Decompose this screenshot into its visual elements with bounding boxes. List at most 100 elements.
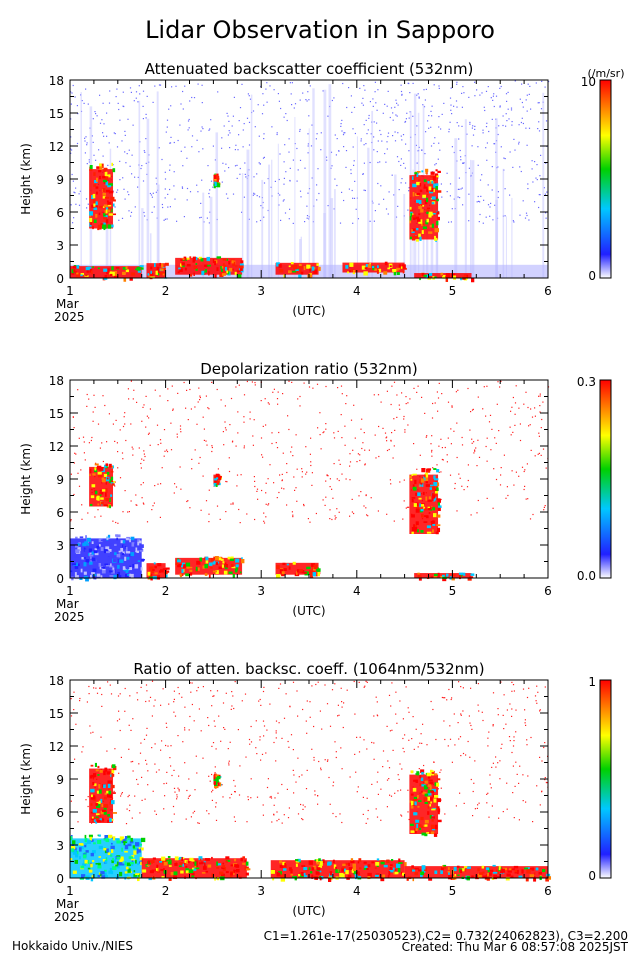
data-layer bbox=[409, 769, 442, 837]
chart-panel-2: Depolarization ratio (532nm)1 2 3 4 5 6Mar202… bbox=[19, 360, 612, 624]
chart-panel-3: Ratio of atten. backsc. coeff. (1064nm/5… bbox=[19, 660, 612, 924]
data-layer bbox=[270, 858, 407, 882]
y-axis-title: Height (km) bbox=[19, 143, 33, 214]
x-year-label: 2025 bbox=[54, 610, 85, 624]
y-tick-label: 6 bbox=[56, 206, 64, 220]
y-axis-title: Height (km) bbox=[19, 743, 33, 814]
x-axis-title: (UTC) bbox=[292, 604, 325, 618]
chart-title: Attenuated backscatter coefficient (532n… bbox=[145, 60, 474, 78]
y-tick-label: 12 bbox=[49, 440, 64, 454]
y-tick-label: 0 bbox=[56, 872, 64, 886]
y-tick-label: 15 bbox=[49, 107, 64, 121]
x-tick-label: 2 bbox=[162, 884, 170, 898]
plot-area bbox=[70, 680, 548, 878]
y-tick-label: 9 bbox=[56, 773, 64, 787]
y-tick-label: 18 bbox=[49, 374, 64, 388]
y-tick-label: 15 bbox=[49, 407, 64, 421]
x-tick-label: 4 bbox=[353, 884, 361, 898]
colorbar-unit-label: (/m/sr) bbox=[588, 67, 625, 80]
data-layer bbox=[342, 261, 407, 276]
x-tick-label: 4 bbox=[353, 284, 361, 298]
x-tick-label: 1 bbox=[66, 584, 74, 598]
y-tick-label: 12 bbox=[49, 140, 64, 154]
data-layer bbox=[89, 162, 117, 231]
page-title: Lidar Observation in Sapporo bbox=[145, 16, 495, 44]
data-layer bbox=[175, 256, 244, 279]
y-axis-title: Height (km) bbox=[19, 443, 33, 514]
x-tick-label: 1 bbox=[66, 284, 74, 298]
x-tick-label: 1 bbox=[66, 884, 74, 898]
x-tick-label: 3 bbox=[257, 884, 265, 898]
y-axis: 0 3 6 9 12 15 18 Height (km) bbox=[19, 374, 548, 586]
y-axis: 0 3 6 9 12 15 18 Height (km) bbox=[19, 74, 548, 286]
noise-speckles bbox=[70, 680, 549, 825]
data-layer bbox=[414, 572, 475, 582]
chart-title: Ratio of atten. backsc. coeff. (1064nm/5… bbox=[133, 660, 484, 678]
x-tick-label: 4 bbox=[353, 584, 361, 598]
y-tick-label: 3 bbox=[56, 839, 64, 853]
data-layer bbox=[70, 265, 144, 282]
y-tick-label: 3 bbox=[56, 539, 64, 553]
x-tick-label: 2 bbox=[162, 284, 170, 298]
x-tick-label: 6 bbox=[544, 884, 552, 898]
x-year-label: 2025 bbox=[54, 910, 85, 924]
x-tick-label: 3 bbox=[257, 584, 265, 598]
calibration-text: C1=1.261e-17(25030523),C2= 0.732(2406282… bbox=[264, 929, 628, 943]
data-layer bbox=[213, 773, 222, 789]
y-tick-label: 12 bbox=[49, 740, 64, 754]
x-axis-title: (UTC) bbox=[292, 904, 325, 918]
data-layer bbox=[213, 173, 221, 189]
data-layer bbox=[89, 762, 118, 824]
plot-area bbox=[70, 380, 548, 578]
colorbar: 10 0 (/m/sr) bbox=[581, 67, 625, 283]
chart-title: Depolarization ratio (532nm) bbox=[200, 360, 418, 378]
colorbar-max-label: 0.3 bbox=[577, 375, 596, 389]
y-tick-label: 15 bbox=[49, 707, 64, 721]
x-tick-label: 5 bbox=[449, 584, 457, 598]
y-tick-label: 3 bbox=[56, 239, 64, 253]
x-year-label: 2025 bbox=[54, 310, 85, 324]
colorbar-max-label: 1 bbox=[588, 675, 596, 689]
credit-text: Hokkaido Univ./NIES bbox=[12, 939, 133, 953]
data-layer bbox=[275, 561, 321, 579]
y-axis: 0 3 6 9 12 15 18 Height (km) bbox=[19, 674, 548, 886]
data-layer bbox=[213, 473, 223, 487]
x-month-label: Mar bbox=[56, 597, 79, 611]
x-tick-label: 6 bbox=[544, 584, 552, 598]
data-layer bbox=[409, 168, 442, 242]
x-tick-label: 5 bbox=[449, 284, 457, 298]
x-month-label: Mar bbox=[56, 297, 79, 311]
x-tick-label: 2 bbox=[162, 584, 170, 598]
colorbar-max-label: 10 bbox=[581, 75, 596, 89]
data-layer bbox=[146, 262, 169, 280]
x-tick-label: 6 bbox=[544, 284, 552, 298]
data-layer bbox=[141, 856, 251, 881]
data-layer bbox=[89, 463, 116, 509]
y-tick-label: 18 bbox=[49, 74, 64, 88]
x-month-label: Mar bbox=[56, 897, 79, 911]
data-layer bbox=[175, 556, 245, 579]
y-tick-label: 9 bbox=[56, 173, 64, 187]
x-tick-label: 5 bbox=[449, 884, 457, 898]
colorbar-scale bbox=[599, 379, 612, 579]
colorbar-min-label: 0 bbox=[588, 869, 596, 883]
y-tick-label: 0 bbox=[56, 272, 64, 286]
y-tick-label: 0 bbox=[56, 572, 64, 586]
colorbar: 10 bbox=[588, 675, 612, 883]
colorbar-min-label: 0 bbox=[588, 269, 596, 283]
y-tick-label: 9 bbox=[56, 473, 64, 487]
chart-panel-1: Attenuated backscatter coefficient (532n… bbox=[19, 60, 624, 324]
data-layer bbox=[275, 262, 321, 279]
created-text: Created: Thu Mar 6 08:57:08 2025JST bbox=[402, 940, 629, 954]
data-layer bbox=[70, 534, 145, 582]
y-tick-label: 6 bbox=[56, 806, 64, 820]
colorbar: 0.3 0.0 bbox=[577, 375, 612, 583]
y-tick-label: 18 bbox=[49, 674, 64, 688]
x-axis-title: (UTC) bbox=[292, 304, 325, 318]
colorbar-min-label: 0.0 bbox=[577, 569, 596, 583]
data-layer bbox=[70, 834, 146, 882]
data-layer bbox=[409, 468, 442, 535]
